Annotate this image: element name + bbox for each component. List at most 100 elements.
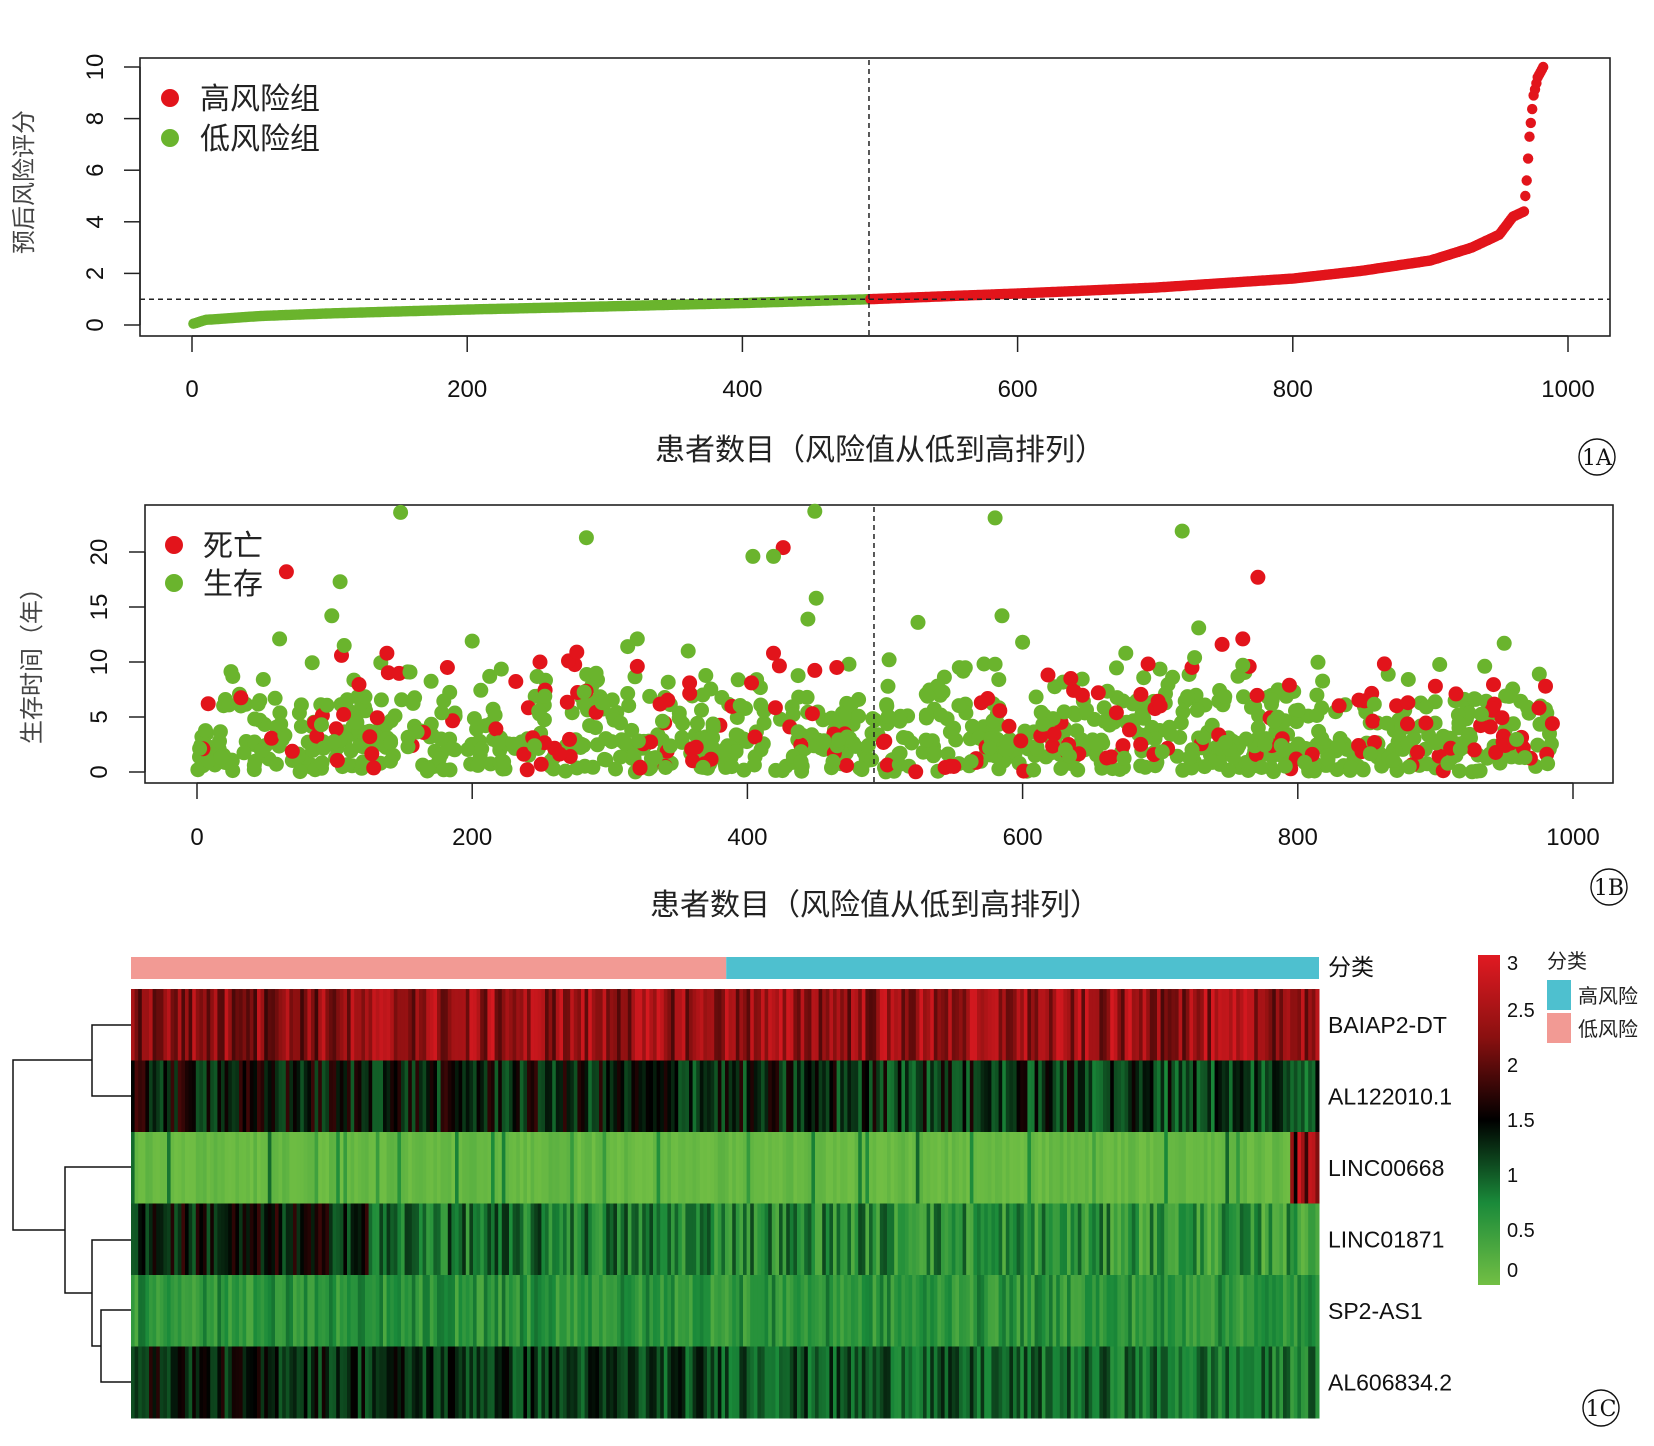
- heatmap-cell: [141, 989, 146, 1061]
- heatmap-cell: [239, 1060, 244, 1133]
- heatmap-cell: [854, 1132, 859, 1204]
- heatmap-cell: [1189, 1060, 1194, 1133]
- heatmap-cell: [1247, 1275, 1252, 1347]
- heatmap-cell: [851, 1060, 856, 1133]
- heatmap-cell: [1232, 1346, 1237, 1419]
- survival-point-alive: [192, 741, 208, 756]
- heatmap-cell: [869, 989, 874, 1061]
- survival-point-alive: [474, 741, 490, 757]
- heatmap-cell: [912, 1060, 917, 1133]
- survival-point-alive: [1026, 762, 1042, 778]
- heatmap-cell: [523, 1346, 528, 1419]
- heatmap-cell: [861, 989, 866, 1061]
- heatmap-cell: [876, 1060, 881, 1133]
- heatmap-cell: [728, 1060, 733, 1133]
- heatmap-cell: [1027, 1132, 1032, 1204]
- heatmap-cell: [1157, 1132, 1162, 1204]
- survival-point-dead: [1544, 716, 1560, 732]
- heatmap-cell: [1315, 1346, 1320, 1419]
- heatmap-cell: [1103, 1203, 1108, 1276]
- heatmap-cell: [674, 989, 679, 1061]
- heatmap-cell: [890, 1203, 895, 1276]
- heatmap-cell: [1067, 1275, 1072, 1347]
- heatmap-cell: [444, 1060, 449, 1133]
- heatmap-cell: [491, 1275, 496, 1347]
- heatmap-cell: [350, 1203, 355, 1276]
- heatmap-cell: [750, 1060, 755, 1133]
- heatmap-cell: [563, 989, 568, 1061]
- heatmap-cell: [1020, 1346, 1025, 1419]
- heatmap-cell: [840, 1275, 845, 1347]
- heatmap-cell: [271, 1203, 276, 1276]
- heatmap-cell: [185, 989, 190, 1061]
- heatmap-cell: [195, 1132, 200, 1204]
- heatmap-cell: [973, 1203, 978, 1276]
- heatmap-cell: [1002, 1346, 1007, 1419]
- heatmap-cell: [541, 1275, 546, 1347]
- heatmap-cell: [1175, 989, 1180, 1061]
- survival-point-alive: [753, 742, 769, 758]
- heatmap-cell: [1279, 1132, 1284, 1204]
- heatmap-cell: [714, 989, 719, 1061]
- heatmap-cell: [1297, 1203, 1302, 1276]
- heatmap-cell: [429, 1060, 434, 1133]
- heatmap-cell: [1257, 1275, 1262, 1347]
- heatmap-cell: [1265, 989, 1270, 1061]
- heatmap-cell: [800, 1060, 805, 1133]
- survival-point-alive: [1236, 689, 1251, 705]
- survival-point-alive: [716, 742, 732, 758]
- survival-point-dead: [328, 721, 344, 737]
- survival-point-alive: [1273, 738, 1289, 754]
- heatmap-cell: [1013, 1132, 1018, 1204]
- heatmap-cell: [339, 1275, 344, 1347]
- heatmap-cell: [260, 1275, 265, 1347]
- heatmap-cell: [1236, 1275, 1241, 1347]
- heatmap-cell: [1207, 1060, 1212, 1133]
- heatmap-cell: [177, 989, 182, 1061]
- heatmap-cell: [1013, 1346, 1018, 1419]
- heatmap-cell: [606, 989, 611, 1061]
- heatmap-cell: [1049, 989, 1054, 1061]
- heatmap-cell: [185, 1203, 190, 1276]
- group-annotation-bar: [131, 957, 1319, 979]
- heatmap-cell: [1283, 1203, 1288, 1276]
- heatmap-cell: [1275, 1346, 1280, 1419]
- heatmap-cell: [1315, 1275, 1320, 1347]
- heatmap-cell: [714, 1346, 719, 1419]
- heatmap-cell: [411, 989, 416, 1061]
- heatmap-cell: [1293, 1203, 1298, 1276]
- heatmap-cell: [1160, 1132, 1165, 1204]
- heatmap-cell: [1167, 1060, 1172, 1133]
- heatmap-cell: [545, 1132, 550, 1204]
- heatmap-cell: [1009, 1203, 1014, 1276]
- heatmap-cell: [145, 1060, 150, 1133]
- heatmap-cell: [527, 1132, 532, 1204]
- heatmap-cell: [494, 1275, 499, 1347]
- heatmap-cell: [685, 1275, 690, 1347]
- survival-point-dead: [351, 677, 367, 692]
- heatmap-cell: [955, 1132, 960, 1204]
- heatmap-cell: [782, 1346, 787, 1419]
- heatmap-cell: [1052, 989, 1057, 1061]
- heatmap-cell: [242, 1203, 247, 1276]
- heatmap-cell: [1175, 1132, 1180, 1204]
- heatmap-cell: [699, 1132, 704, 1204]
- heatmap-cell: [177, 1275, 182, 1347]
- heatmap-cell: [1085, 1132, 1090, 1204]
- heatmap-cell: [199, 1275, 204, 1347]
- heatmap-cell: [807, 1132, 812, 1204]
- heatmap-cell: [296, 1132, 301, 1204]
- heatmap-cell: [581, 1203, 586, 1276]
- heatmap-cell: [833, 989, 838, 1061]
- heatmap-cell: [203, 1060, 208, 1133]
- heatmap-cell: [401, 989, 406, 1061]
- heatmap-cell: [1117, 1346, 1122, 1419]
- survival-point-dead: [552, 746, 568, 762]
- heatmap-cell: [278, 1203, 283, 1276]
- heatmap-cell: [602, 989, 607, 1061]
- survival-point-alive: [946, 720, 962, 736]
- heatmap-cell: [480, 989, 485, 1061]
- heatmap-cell: [915, 1346, 920, 1419]
- heatmap-cell: [890, 1132, 895, 1204]
- heatmap-cell: [1092, 989, 1097, 1061]
